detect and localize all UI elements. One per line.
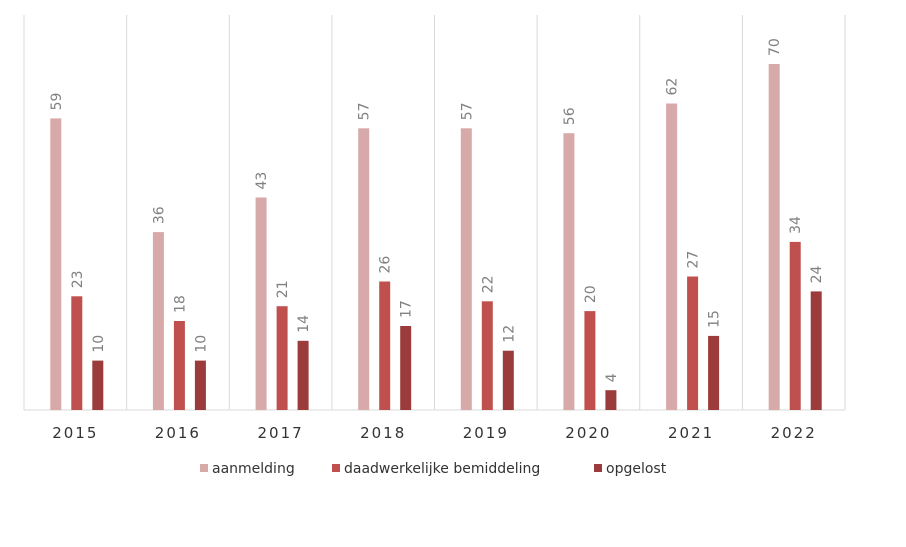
x-tick-label: 2015 [52,424,98,442]
bar-2016-daadwerkelijke-bemiddeling [173,321,185,410]
bar-2015-aanmelding [50,118,62,411]
bar-2020-daadwerkelijke-bemiddeling [584,311,596,410]
data-label-2015-aanmelding: 59 [49,93,65,111]
bar-2015-opgelost [92,360,104,410]
bar-2016-opgelost [194,360,206,410]
bar-2018-aanmelding [358,128,370,411]
x-tick-label: 2016 [155,424,201,442]
bar-2019-opgelost [502,350,514,410]
data-label-2021-opgelost: 15 [707,310,723,328]
bar-2021-aanmelding [666,103,678,410]
bar-2015-daadwerkelijke-bemiddeling [71,296,83,410]
data-label-2015-opgelost: 10 [91,335,107,353]
data-labels-group: 59 23 10 36 18 10 43 21 14 57 26 17 57 22 12 56 20 4 62 27 1… [49,38,825,382]
bar-2017-aanmelding [255,197,267,410]
bar-2021-daadwerkelijke-bemiddeling [687,276,699,410]
bar-2022-opgelost [810,291,822,410]
data-label-2019-opgelost: 12 [501,325,517,343]
legend-swatch [200,464,208,472]
bar-2017-opgelost [297,340,309,410]
bar-2016-aanmelding [152,232,164,410]
bar-2022-daadwerkelijke-bemiddeling [789,241,801,410]
bar-2020-aanmelding [563,133,575,410]
bar-2022-aanmelding [768,64,780,410]
x-tick-labels: 2015 2016 2017 2018 2019 2020 2021 2022 [52,424,817,442]
legend: aanmelding daadwerkelijke bemiddeling opge… [200,461,667,477]
legend-label: daadwerkelijke bemiddeling [344,461,540,477]
x-tick-label: 2022 [771,424,817,442]
data-label-2020-aanmelding: 56 [562,107,578,125]
bar-2018-opgelost [400,326,412,410]
legend-label: opgelost [606,461,667,477]
data-label-2018-aanmelding: 57 [357,102,373,120]
data-label-2022-aanmelding: 70 [767,38,783,56]
legend-swatch [594,464,602,472]
x-tick-label: 2017 [258,424,304,442]
bars-group [50,64,822,411]
data-label-2020-daadwerkelijke-bemiddeling: 20 [583,285,599,303]
category-separators [23,15,846,410]
data-label-2020-opgelost: 4 [604,373,620,382]
x-tick-label: 2019 [463,424,509,442]
data-label-2018-daadwerkelijke-bemiddeling: 26 [378,256,394,274]
data-label-2016-daadwerkelijke-bemiddeling: 18 [172,295,188,313]
bar-2018-daadwerkelijke-bemiddeling [379,281,391,410]
data-label-2016-aanmelding: 36 [151,206,167,224]
data-label-2021-aanmelding: 62 [665,78,681,96]
data-label-2016-opgelost: 10 [193,335,209,353]
bar-2021-opgelost [708,335,720,410]
legend-swatch [332,464,340,472]
bar-2020-opgelost [605,390,617,410]
data-label-2021-daadwerkelijke-bemiddeling: 27 [686,251,702,269]
data-label-2022-daadwerkelijke-bemiddeling: 34 [788,216,804,234]
data-label-2017-opgelost: 14 [296,315,312,333]
data-label-2022-opgelost: 24 [809,265,825,283]
data-label-2018-opgelost: 17 [399,300,415,318]
legend-label: aanmelding [212,461,295,477]
x-tick-label: 2018 [360,424,406,442]
data-label-2015-daadwerkelijke-bemiddeling: 23 [70,270,86,288]
data-label-2017-aanmelding: 43 [254,172,270,190]
x-tick-label: 2020 [565,424,611,442]
x-tick-label: 2021 [668,424,714,442]
bar-2019-daadwerkelijke-bemiddeling [481,301,493,410]
data-label-2019-aanmelding: 57 [459,102,475,120]
data-label-2019-daadwerkelijke-bemiddeling: 22 [480,275,496,293]
bar-2017-daadwerkelijke-bemiddeling [276,306,288,410]
data-label-2017-daadwerkelijke-bemiddeling: 21 [275,280,291,298]
bar-2019-aanmelding [460,128,472,411]
